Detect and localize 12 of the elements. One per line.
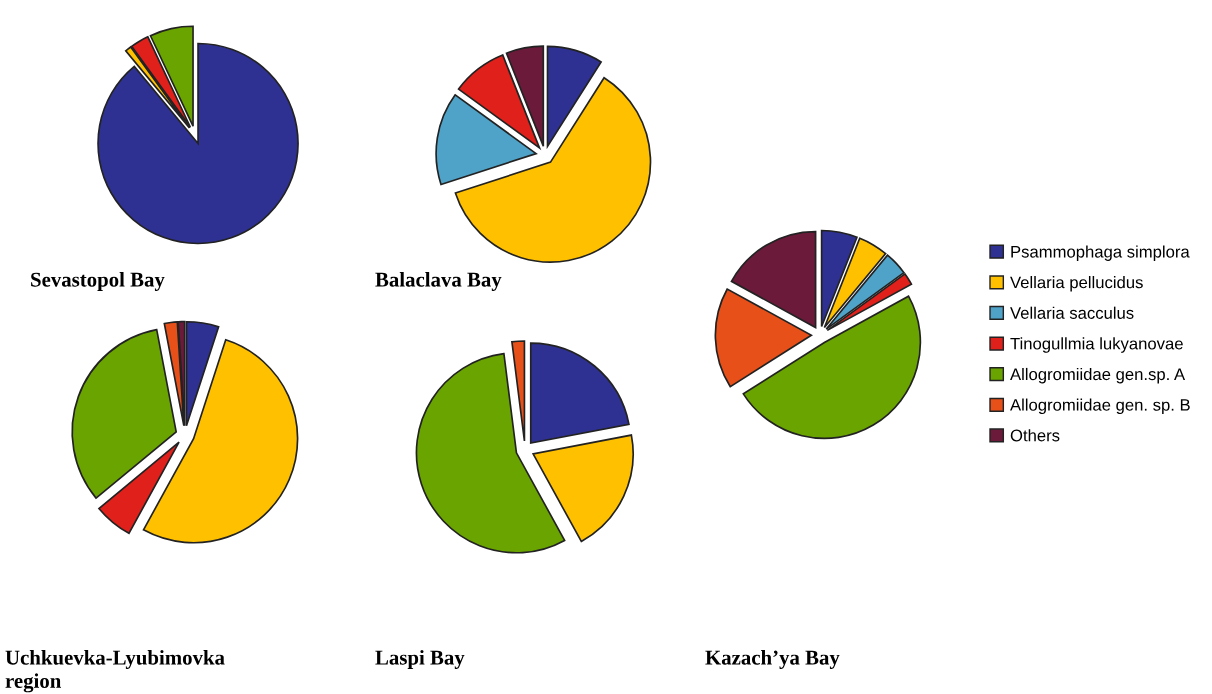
legend-label: Allogromiidae gen.sp. A — [1010, 367, 1186, 384]
legend-label: Vellaria sacculus — [1010, 306, 1134, 319]
text: Sevastopol Bay — [31, 272, 165, 291]
legend-label: Tinogullmia lukyanovae — [1010, 337, 1183, 353]
text: Kazach’ya Bay — [705, 650, 840, 669]
legend-label: Allogromiidae gen. sp. B — [1010, 398, 1190, 415]
text: Uchkuevka-Lyubimovka region — [5, 650, 225, 693]
legend-label: Psammophaga simplora — [1011, 245, 1190, 261]
legend-label: Vellaria pellucidus — [1010, 276, 1143, 292]
text: Balaclava Bay — [375, 272, 502, 291]
text: Laspi Bay — [375, 650, 465, 669]
legend-label: Others — [1010, 429, 1060, 442]
